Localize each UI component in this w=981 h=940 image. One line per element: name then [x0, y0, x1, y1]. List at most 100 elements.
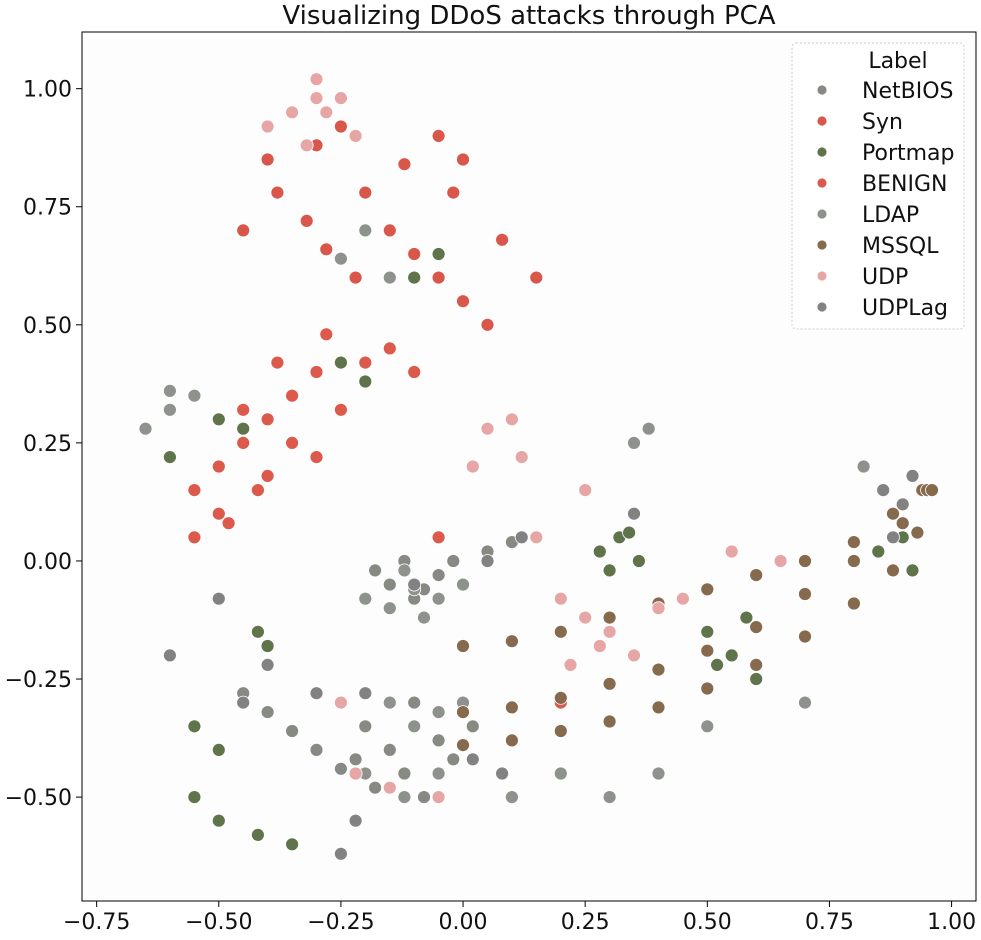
point-ldap [382, 695, 397, 710]
point-portmap [187, 719, 202, 734]
point-mssql [504, 700, 519, 715]
y-tick-label: 0.25 [23, 432, 72, 457]
legend-marker-portmap [816, 146, 828, 158]
point-portmap [632, 554, 646, 568]
point-portmap [285, 837, 300, 852]
point-mssql [504, 733, 519, 748]
legend-label-netbios: NetBIOS [862, 79, 953, 104]
point-mssql [886, 506, 900, 521]
point-benign [431, 530, 446, 545]
point-netbios [368, 563, 383, 578]
x-tick-label: −0.50 [185, 910, 252, 935]
point-portmap [592, 544, 607, 559]
point-ldap [187, 388, 202, 403]
point-ldap [162, 383, 177, 398]
point-portmap [700, 624, 715, 639]
point-mssql [553, 624, 568, 639]
legend-box [791, 42, 965, 330]
point-ldap [602, 790, 617, 804]
point-udp [529, 530, 544, 545]
point-udplag [333, 846, 348, 861]
point-netbios [358, 719, 373, 734]
point-syn [333, 119, 348, 134]
point-syn [446, 185, 461, 200]
point-benign [285, 388, 300, 403]
point-syn [382, 223, 397, 238]
point-udplag [905, 468, 920, 483]
point-udp [285, 105, 300, 120]
point-udp [309, 72, 324, 87]
point-udplag [876, 483, 891, 498]
point-udp [333, 91, 348, 105]
x-tick-label: 0.75 [805, 910, 854, 935]
point-udplag [627, 506, 641, 521]
point-portmap [622, 525, 636, 540]
point-mssql [847, 535, 861, 549]
point-udp [319, 105, 334, 120]
point-udp [563, 658, 578, 672]
point-netbios [465, 719, 480, 734]
point-udplag [260, 658, 275, 672]
point-mssql [504, 634, 519, 649]
point-ldap [553, 766, 568, 781]
point-benign [358, 355, 373, 370]
point-udp [578, 483, 593, 498]
point-netbios [260, 705, 275, 719]
point-mssql [456, 738, 470, 752]
point-netbios [309, 743, 324, 757]
point-portmap [431, 247, 446, 261]
point-ldap [138, 421, 153, 436]
legend-marker-mssql [816, 239, 828, 251]
point-udp [465, 459, 480, 474]
point-portmap [602, 563, 617, 578]
y-tick-label: 0.00 [23, 550, 72, 575]
point-mssql [847, 554, 861, 568]
point-mssql [602, 714, 617, 729]
point-udplag [211, 591, 226, 606]
point-mssql [602, 610, 617, 625]
point-syn [495, 232, 510, 247]
point-udp [578, 610, 593, 625]
series-portmap [162, 247, 920, 852]
legend-marker-udp [816, 270, 828, 282]
point-benign [250, 483, 265, 498]
point-portmap [236, 421, 251, 436]
point-mssql [553, 691, 568, 705]
point-udp [348, 128, 363, 143]
point-ldap [856, 459, 871, 474]
point-ldap [798, 695, 812, 710]
chart-title: Visualizing DDoS attacks through PCA [282, 1, 775, 31]
point-benign [309, 365, 324, 379]
point-netbios [368, 780, 383, 795]
point-portmap [749, 672, 764, 686]
x-tick-label: −0.75 [63, 910, 130, 935]
point-benign [187, 530, 202, 545]
y-tick-label: −0.50 [5, 786, 72, 811]
point-udplag [495, 766, 510, 781]
legend-label-ldap: LDAP [862, 203, 919, 228]
point-mssql [700, 643, 715, 658]
point-udp [514, 450, 529, 465]
point-portmap [710, 658, 724, 672]
point-syn [456, 152, 470, 167]
legend-label-portmap: Portmap [862, 141, 955, 166]
point-syn [407, 247, 422, 261]
y-tick-label: 1.00 [23, 78, 72, 103]
point-ldap [627, 435, 641, 450]
point-udplag [465, 752, 480, 767]
point-mssql [651, 700, 666, 715]
point-syn [480, 317, 495, 332]
point-netbios [417, 790, 431, 804]
point-udplag [358, 686, 373, 701]
point-syn [397, 157, 412, 172]
y-axis: −0.50 −0.25 0.00 0.25 0.50 0.75 1.00 [5, 78, 82, 811]
point-mssql [456, 639, 470, 653]
point-udplag [348, 813, 363, 828]
points-layer [138, 72, 939, 861]
point-netbios [348, 752, 363, 767]
point-udp [431, 790, 446, 804]
point-portmap [187, 790, 202, 804]
point-ldap [397, 563, 412, 578]
